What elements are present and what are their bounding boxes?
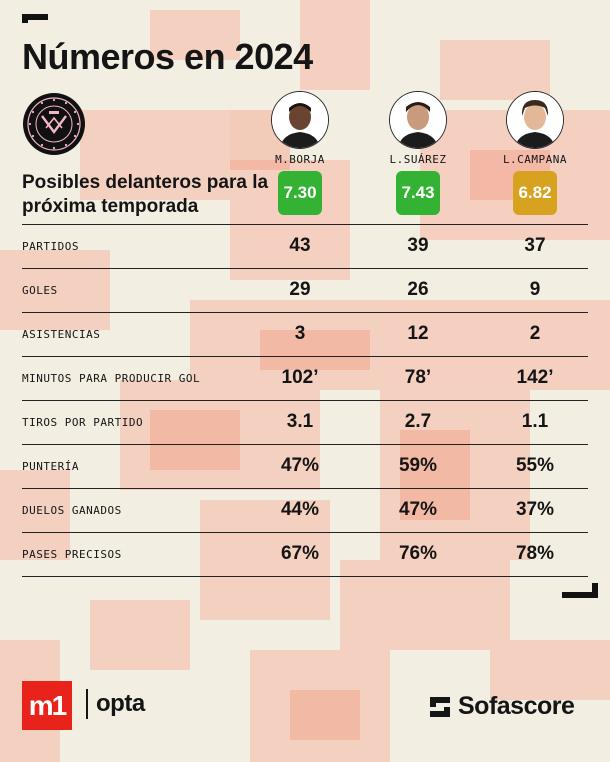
stat-value: 44% xyxy=(280,499,320,520)
m1-logo: m1 xyxy=(22,681,72,730)
stat-value: 1.1 xyxy=(521,411,549,432)
stat-label: ASISTENCIAS xyxy=(22,328,101,341)
page-title: Números en 2024 xyxy=(22,36,313,77)
player-photo-icon xyxy=(390,92,446,148)
stat-value: 37% xyxy=(515,499,555,520)
stat-value: 76% xyxy=(398,543,438,564)
player-rating-badge: 7.43 xyxy=(396,171,440,215)
footer-divider xyxy=(86,689,88,719)
stats-table: PARTIDOS 43 39 37 GOLES 29 26 9 ASISTENC… xyxy=(22,224,588,577)
player-name: M.BORJA xyxy=(275,153,325,166)
stat-value: 47% xyxy=(398,499,438,520)
corner-mark-top-left xyxy=(22,14,48,23)
stat-value: 43 xyxy=(289,235,311,256)
stat-value: 59% xyxy=(398,455,438,476)
player-name: L.SUÁREZ xyxy=(389,153,447,166)
table-row: PASES PRECISOS 67% 76% 78% xyxy=(22,532,588,577)
stat-label: PUNTERÍA xyxy=(22,460,79,473)
stat-value: 55% xyxy=(515,455,555,476)
stat-label: MINUTOS PARA PRODUCIR GOL xyxy=(22,372,201,385)
player-column-suarez: L.SUÁREZ 7.43 xyxy=(368,92,468,215)
subtitle: Posibles delanteros para la próxima temp… xyxy=(22,172,269,217)
stat-value: 26 xyxy=(407,279,429,300)
table-row: PUNTERÍA 47% 59% 55% xyxy=(22,444,588,488)
sofascore-logo: Sofascore xyxy=(428,692,575,721)
inter-miami-crest-icon xyxy=(23,93,85,155)
table-row: MINUTOS PARA PRODUCIR GOL 102’ 78’ 142’ xyxy=(22,356,588,400)
player-photo-icon xyxy=(272,92,328,148)
stat-label: DUELOS GANADOS xyxy=(22,504,122,517)
stat-label: TIROS POR PARTIDO xyxy=(22,416,144,429)
stat-value: 142’ xyxy=(516,367,554,388)
stat-value: 12 xyxy=(407,323,429,344)
player-rating-badge: 6.82 xyxy=(513,171,557,215)
player-rating-badge: 7.30 xyxy=(278,171,322,215)
stat-value: 47% xyxy=(280,455,320,476)
stat-value: 3 xyxy=(294,323,306,344)
stat-value: 3.1 xyxy=(286,411,314,432)
stat-label: PARTIDOS xyxy=(22,240,79,253)
table-row: DUELOS GANADOS 44% 47% 37% xyxy=(22,488,588,532)
stat-value: 37 xyxy=(524,235,546,256)
stat-value: 29 xyxy=(289,279,311,300)
stat-value: 78’ xyxy=(404,367,432,388)
table-row: ASISTENCIAS 3 12 2 xyxy=(22,312,588,356)
sofascore-mark-icon xyxy=(430,696,450,717)
sofascore-wordmark: Sofascore xyxy=(458,692,575,720)
table-row: PARTIDOS 43 39 37 xyxy=(22,224,588,268)
table-row: GOLES 29 26 9 xyxy=(22,268,588,312)
stat-label: PASES PRECISOS xyxy=(22,548,122,561)
player-column-borja: M.BORJA 7.30 xyxy=(250,92,350,215)
stat-label: GOLES xyxy=(22,284,58,297)
opta-logo: opta xyxy=(96,690,145,717)
table-row: TIROS POR PARTIDO 3.1 2.7 1.1 xyxy=(22,400,588,444)
stat-value: 102’ xyxy=(281,367,319,388)
corner-mark-bottom-right xyxy=(562,583,598,598)
stat-value: 2.7 xyxy=(404,411,432,432)
player-name: L.CAMPANA xyxy=(502,153,568,166)
player-column-campana: L.CAMPANA 6.82 xyxy=(485,92,585,215)
stat-value: 2 xyxy=(529,323,541,344)
stat-value: 67% xyxy=(280,543,320,564)
player-photo-icon xyxy=(507,92,563,148)
stat-value: 9 xyxy=(529,279,541,300)
stat-value: 39 xyxy=(407,235,429,256)
stat-value: 78% xyxy=(515,543,555,564)
